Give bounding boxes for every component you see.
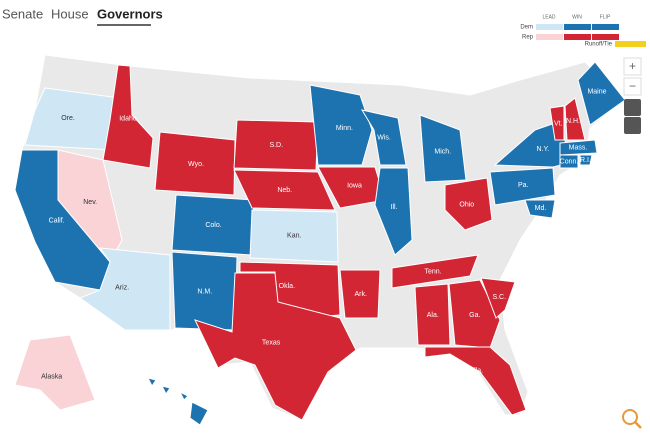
- legend-swatch: [564, 24, 591, 30]
- state-label: Neb.: [277, 187, 292, 194]
- zoom-icon-handle: [634, 421, 642, 429]
- legend-swatch: [615, 41, 646, 47]
- state: [194, 272, 357, 421]
- state: [161, 385, 171, 395]
- state-label: Ariz.: [115, 284, 129, 291]
- state-label: Md.: [535, 205, 547, 212]
- state: [233, 169, 336, 211]
- state-label: Texas: [262, 340, 281, 347]
- state: [14, 334, 96, 411]
- state: [147, 377, 157, 387]
- legend-column: LEAD: [542, 14, 555, 20]
- state: [419, 114, 467, 183]
- legend-swatch: [564, 34, 591, 40]
- state: [444, 177, 493, 231]
- legend-swatch: [592, 24, 619, 30]
- state-label: N.H.: [566, 118, 580, 125]
- state: [559, 154, 579, 169]
- state-label: S.C.: [492, 294, 506, 301]
- zoom-icon[interactable]: [622, 409, 638, 425]
- state: [448, 279, 501, 349]
- state-label: Hawaii: [166, 407, 187, 414]
- state-label: Ga.: [469, 312, 480, 319]
- state-label: Tenn.: [424, 269, 441, 276]
- legend-column: WIN: [572, 14, 582, 20]
- state-label: Ark.: [355, 291, 368, 298]
- state-label: Mass.: [569, 145, 588, 152]
- state-label: Maine: [587, 89, 606, 96]
- state: [360, 109, 407, 166]
- tab[interactable]: Senate: [2, 6, 43, 21]
- state: [178, 390, 189, 401]
- state: [549, 105, 565, 141]
- state-label: Wis.: [377, 134, 391, 141]
- state: [309, 84, 373, 166]
- state-label: Alaska: [41, 374, 62, 381]
- state-label: N.M.: [197, 289, 212, 296]
- state-label: Nev.: [83, 199, 97, 206]
- state-label: Mich.: [434, 149, 451, 156]
- state: [339, 269, 381, 319]
- state-label: Ill.: [391, 204, 398, 211]
- state-label: N.Y.: [536, 146, 549, 153]
- state-label: Pa.: [518, 182, 529, 189]
- state-label: Okla.: [279, 283, 295, 290]
- legend-swatch: [536, 24, 563, 30]
- state-label: Fla.: [471, 368, 483, 375]
- zoom-label[interactable]: +: [629, 59, 636, 73]
- state-label: Ala.: [427, 312, 439, 319]
- state: [391, 254, 479, 289]
- state: [374, 167, 413, 256]
- legend-swatch: [536, 34, 563, 40]
- zoom-button[interactable]: [623, 77, 642, 96]
- state-label: Ohio: [459, 201, 474, 208]
- state-label: S.D.: [269, 142, 283, 149]
- us-view-button[interactable]: [624, 99, 641, 116]
- tab[interactable]: House: [51, 6, 89, 21]
- state-label: R.I.: [580, 157, 591, 164]
- state: [559, 139, 598, 156]
- states-view-button[interactable]: [624, 117, 641, 134]
- zoom-label[interactable]: −: [629, 79, 636, 93]
- state: [489, 167, 556, 206]
- state-label: Iowa: [347, 182, 362, 189]
- state-label: Colo.: [205, 222, 221, 229]
- legend-swatch: [592, 34, 619, 40]
- legend-runoff: Runoff/Tie: [585, 42, 613, 48]
- legend-column: FLIP: [600, 14, 611, 20]
- state: [189, 401, 209, 426]
- state-label: Calif.: [49, 218, 65, 225]
- state: [414, 283, 451, 346]
- state: [249, 209, 339, 263]
- state: [424, 346, 527, 416]
- state: [102, 64, 154, 169]
- state: [564, 97, 586, 141]
- state: [233, 119, 319, 171]
- state-label: Kan.: [287, 232, 301, 239]
- legend-row: Dem: [520, 25, 533, 31]
- state: [78, 247, 171, 331]
- state-label: Idaho: [119, 116, 137, 123]
- state-label: Minn.: [336, 125, 353, 132]
- state-label: Ore.: [61, 115, 75, 122]
- state: [24, 87, 121, 151]
- zoom-button[interactable]: [623, 57, 642, 76]
- state: [524, 199, 556, 219]
- state-label: Wyo.: [188, 161, 204, 168]
- state: [579, 154, 593, 166]
- legend-row: Rep: [522, 35, 534, 41]
- tab[interactable]: Governors: [97, 6, 163, 21]
- state-label: Conn.: [560, 158, 579, 165]
- state: [154, 131, 236, 196]
- state: [480, 277, 516, 319]
- state-label: Vt.: [554, 120, 563, 127]
